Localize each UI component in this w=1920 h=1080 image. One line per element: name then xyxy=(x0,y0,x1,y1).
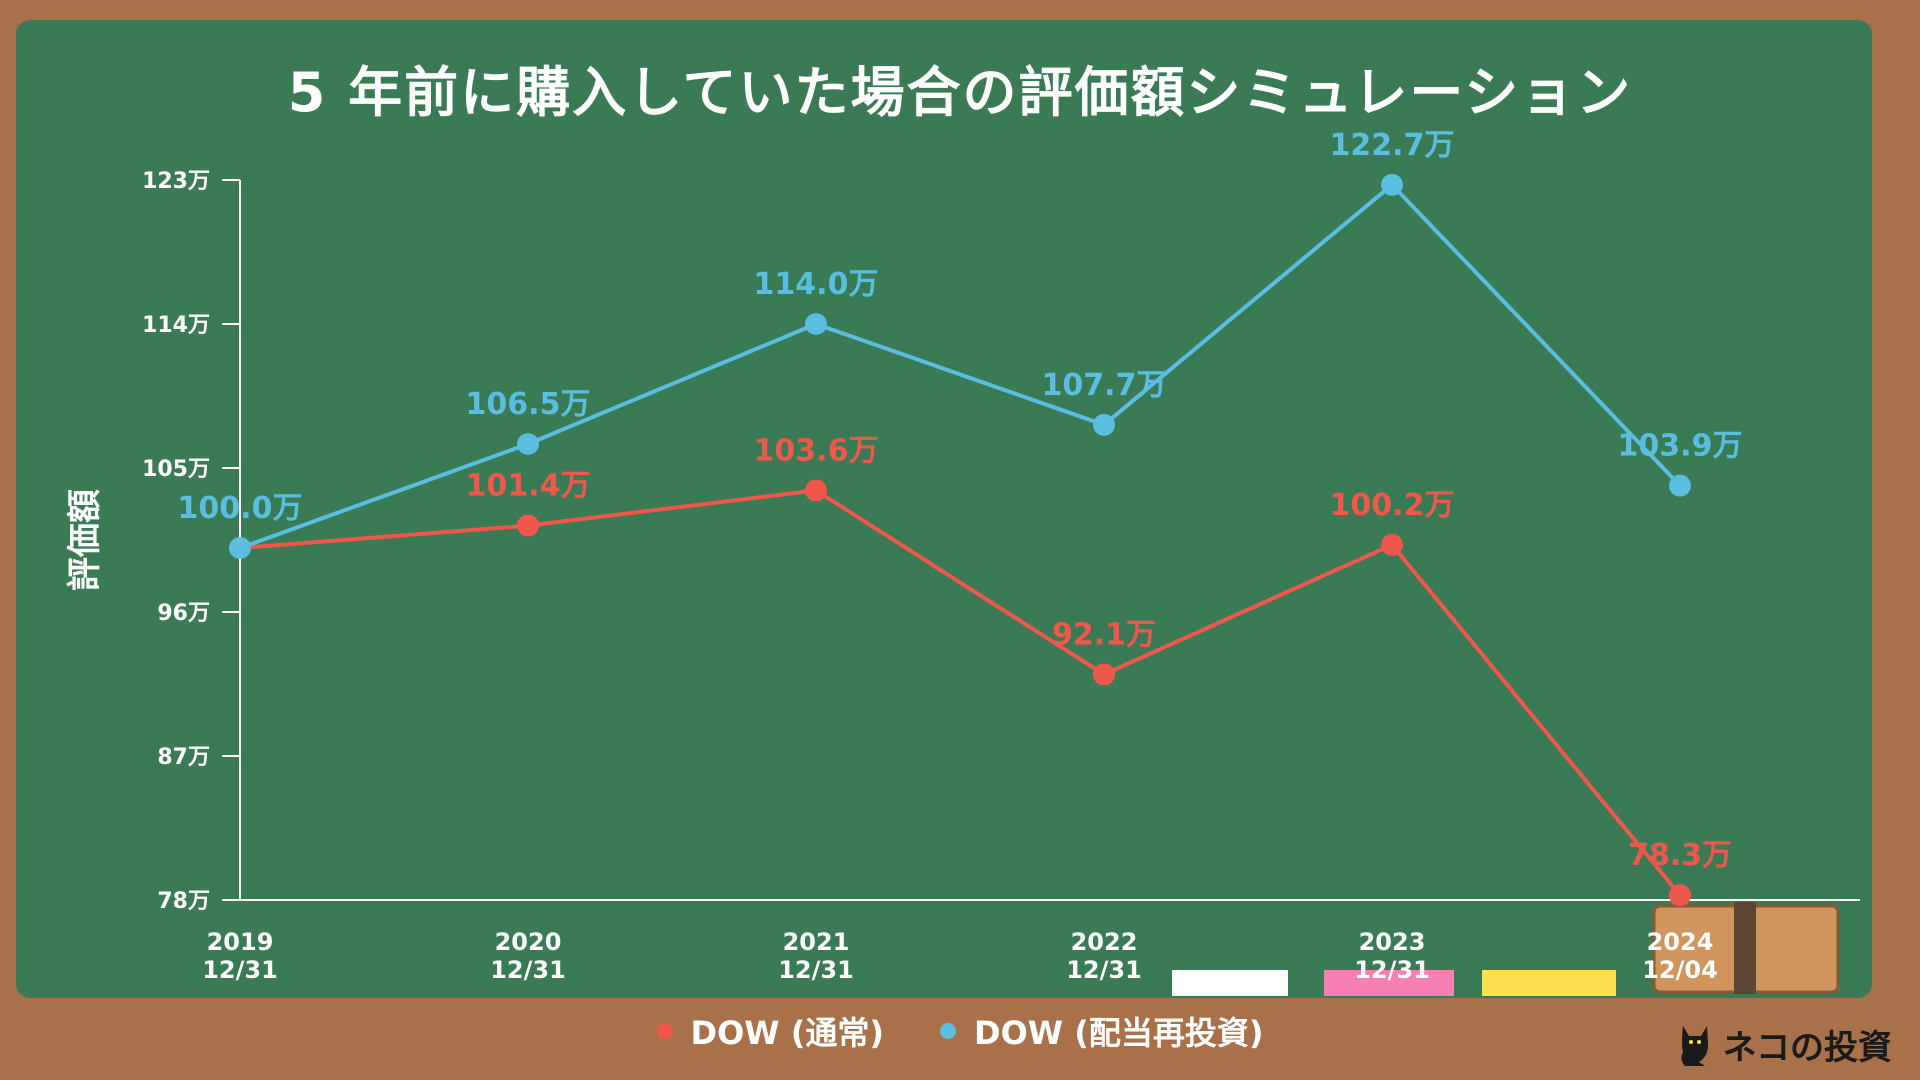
data-point-normal xyxy=(1669,884,1691,907)
y-axis-label: 評価額 xyxy=(65,489,105,591)
data-point-reinvest xyxy=(517,433,539,455)
series-line-normal xyxy=(239,488,1682,897)
eraser xyxy=(1652,902,1840,994)
x-tick-label: 2021 12/31 xyxy=(778,928,854,984)
legend-marker-normal xyxy=(656,1023,673,1039)
x-tick-label: 2020 12/31 xyxy=(490,928,566,984)
data-label-normal: 103.6万 xyxy=(754,433,879,468)
x-tick-line: 12/04 xyxy=(1642,956,1718,984)
brand-logo: ネコの投資 xyxy=(1675,1020,1892,1069)
x-tick-line: 12/31 xyxy=(778,956,854,984)
x-tick-line: 12/31 xyxy=(1066,956,1142,984)
chart-title: 5 年前に購入していた場合の評価額シミュレーション xyxy=(287,61,1633,124)
data-label-normal: 92.1万 xyxy=(1052,617,1156,652)
legend-item-reinvest: DOW (配当再投資) xyxy=(940,1008,1263,1054)
data-label-reinvest: 107.7万 xyxy=(1042,368,1167,403)
x-tick-line: 12/31 xyxy=(490,956,566,984)
data-point-reinvest xyxy=(1093,413,1115,436)
data-label-normal: 78.3万 xyxy=(1628,838,1732,873)
legend-label-normal: DOW (通常) xyxy=(690,1014,884,1052)
data-point-normal xyxy=(517,514,539,537)
x-tick-label: 2023 12/31 xyxy=(1354,928,1430,984)
chalk-yellow xyxy=(1482,970,1616,996)
data-point-reinvest xyxy=(229,537,251,559)
x-tick-line: 12/31 xyxy=(1354,956,1430,984)
data-label-reinvest: 100.0万 xyxy=(178,491,303,526)
chalk-pink xyxy=(1324,970,1454,996)
series-line-reinvest xyxy=(239,182,1682,550)
legend-item-normal: DOW (通常) xyxy=(656,1008,884,1054)
brand-text: ネコの投資 xyxy=(1722,1028,1892,1068)
data-point-reinvest xyxy=(1381,173,1403,196)
y-tick-label: 96万 xyxy=(157,601,210,626)
data-point-normal xyxy=(1093,663,1115,686)
data-label-reinvest: 106.5万 xyxy=(466,387,591,422)
x-tick-line: 2023 xyxy=(1359,928,1426,956)
data-label-reinvest: 103.9万 xyxy=(1618,429,1743,464)
y-tick-label: 123万 xyxy=(142,169,210,194)
data-label-reinvest: 122.7万 xyxy=(1330,128,1455,163)
y-tick-label: 87万 xyxy=(157,745,210,770)
x-tick-line: 12/31 xyxy=(202,956,278,984)
chalk-tray xyxy=(0,998,1920,1080)
data-point-reinvest xyxy=(1669,474,1691,497)
x-tick-line: 2022 xyxy=(1071,928,1138,956)
x-tick-line: 2024 xyxy=(1647,928,1714,956)
x-tick-line: 2020 xyxy=(495,928,562,956)
cat-icon xyxy=(1681,1025,1708,1066)
legend-label-reinvest: DOW (配当再投資) xyxy=(974,1014,1264,1052)
chalkboard xyxy=(16,20,1872,998)
y-tick-label: 105万 xyxy=(142,457,210,482)
x-tick-label: 2022 12/31 xyxy=(1066,928,1142,984)
data-label-normal: 101.4万 xyxy=(466,469,591,504)
x-tick-line: 2021 xyxy=(783,928,850,956)
data-label-normal: 100.2万 xyxy=(1330,488,1455,523)
x-tick-label: 2019 12/31 xyxy=(202,928,278,984)
legend-marker-reinvest xyxy=(940,1023,956,1039)
y-tick-label: 114万 xyxy=(142,313,210,338)
chart-legend: DOW (通常) DOW (配当再投資) xyxy=(0,1008,1920,1054)
y-tick-label: 78万 xyxy=(157,889,210,914)
chalk-white xyxy=(1172,970,1288,996)
data-point-reinvest xyxy=(805,313,827,335)
x-tick-line: 2019 xyxy=(207,928,274,956)
data-point-normal xyxy=(805,479,827,502)
data-label-reinvest: 114.0万 xyxy=(754,267,879,302)
data-point-normal xyxy=(1381,533,1403,556)
x-tick-label: 2024 12/04 xyxy=(1642,928,1718,984)
